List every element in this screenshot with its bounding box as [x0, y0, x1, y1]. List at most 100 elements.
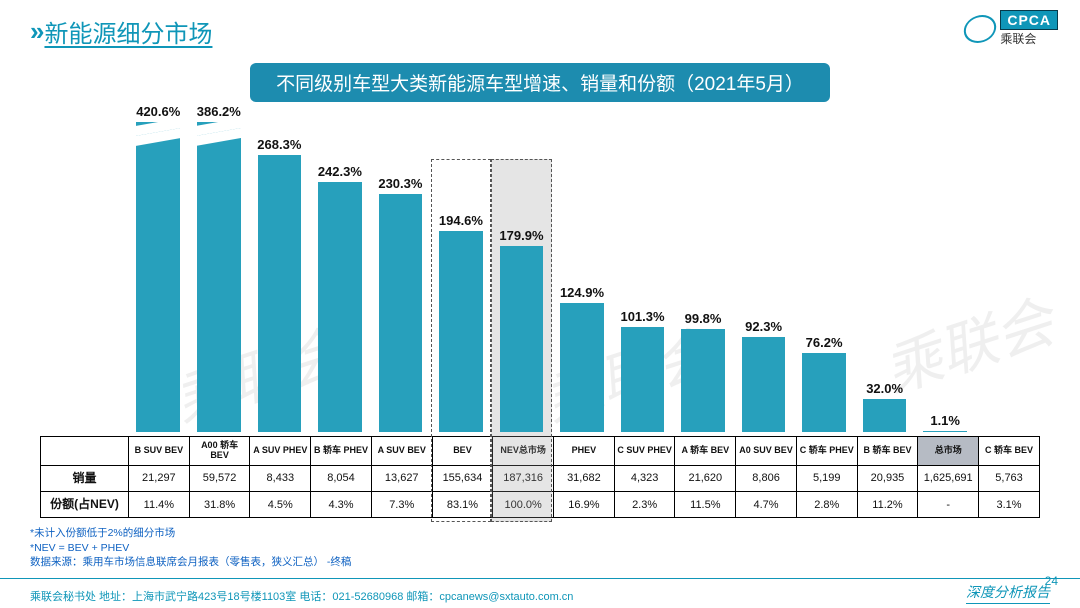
- table-cell: 11.5%: [675, 491, 736, 517]
- table-col-header: C SUV PHEV: [614, 437, 675, 466]
- table-corner: [41, 437, 129, 466]
- table-cell: 5,199: [796, 465, 857, 491]
- table-cell: 3.1%: [979, 491, 1040, 517]
- table-cell: 31,682: [554, 465, 615, 491]
- bar-cell: 194.6%: [431, 122, 492, 432]
- table-cell: 8,433: [250, 465, 311, 491]
- table-cell: 2.8%: [796, 491, 857, 517]
- table-cell: 4.7%: [736, 491, 797, 517]
- bar: 242.3%: [318, 182, 362, 432]
- bar: 420.6%: [136, 122, 180, 432]
- bar-cell: 1.1%: [915, 122, 976, 432]
- table-col-header: B 轿车 PHEV: [311, 437, 372, 466]
- bar-cell: 242.3%: [310, 122, 371, 432]
- table-col-header: A00 轿车 BEV: [189, 437, 250, 466]
- bar-value-label: 242.3%: [309, 164, 370, 179]
- bar-cell: 230.3%: [370, 122, 431, 432]
- table-row-header: 销量: [41, 465, 129, 491]
- bar-value-label: 32.0%: [854, 381, 915, 396]
- bar-value-label: 420.6%: [128, 104, 189, 119]
- bar: 101.3%: [621, 327, 665, 432]
- data-table: B SUV BEVA00 轿车 BEVA SUV PHEVB 轿车 PHEVA …: [40, 436, 1040, 518]
- bar: 179.9%: [500, 246, 544, 432]
- table-cell: 83.1%: [432, 491, 493, 517]
- table-cell: 5,763: [979, 465, 1040, 491]
- chevrons-icon: »: [30, 16, 38, 47]
- bar: 386.2%: [197, 122, 241, 432]
- table-col-header: C 轿车 PHEV: [796, 437, 857, 466]
- bar: 268.3%: [258, 155, 302, 432]
- table-cell: 100.0%: [493, 491, 554, 517]
- bar-value-label: 268.3%: [249, 137, 310, 152]
- bar-cell: 268.3%: [249, 122, 310, 432]
- table-cell: 21,620: [675, 465, 736, 491]
- table-cell: 11.4%: [129, 491, 190, 517]
- table-cell: 1,625,691: [918, 465, 979, 491]
- page-title: 新能源细分市场: [44, 14, 212, 49]
- table-col-header: A SUV BEV: [371, 437, 432, 466]
- bar: 1.1%: [923, 431, 967, 432]
- table-cell: 21,297: [129, 465, 190, 491]
- table-cell: 8,806: [736, 465, 797, 491]
- table-cell: 16.9%: [554, 491, 615, 517]
- bar-cell: [975, 122, 1036, 432]
- bar-cell: 179.9%: [491, 122, 552, 432]
- logo-badge: CPCA: [1000, 10, 1058, 30]
- footer: 乘联会秘书处 地址：上海市武宁路423号18号楼1103室 电话：021-526…: [0, 578, 1080, 608]
- bar-cell: 99.8%: [673, 122, 734, 432]
- note-line: 数据来源：乘用车市场信息联席会月报表（零售表，狭义汇总） -终稿: [30, 555, 351, 570]
- table-cell: 8,054: [311, 465, 372, 491]
- table-col-header: A SUV PHEV: [250, 437, 311, 466]
- bar-cell: 420.6%: [128, 122, 189, 432]
- logo-swirl-icon: [962, 15, 999, 43]
- bar: 194.6%: [439, 231, 483, 432]
- table-cell: 4.5%: [250, 491, 311, 517]
- table-cell: 20,935: [857, 465, 918, 491]
- table-cell: 11.2%: [857, 491, 918, 517]
- table-col-header: PHEV: [554, 437, 615, 466]
- table-col-header: BEV: [432, 437, 493, 466]
- bar-value-label: 99.8%: [673, 311, 734, 326]
- logo-subtext: 乘联会: [1000, 30, 1058, 47]
- table-cell: 4.3%: [311, 491, 372, 517]
- bar-cell: 92.3%: [733, 122, 794, 432]
- bar-cell: 101.3%: [612, 122, 673, 432]
- footer-report-label: 深度分析报告: [966, 582, 1050, 604]
- table-cell: 7.3%: [371, 491, 432, 517]
- bar-value-label: 230.3%: [370, 176, 431, 191]
- bar-cell: 124.9%: [552, 122, 613, 432]
- bar-value-label: 194.6%: [430, 213, 491, 228]
- table-row-header: 份额(占NEV): [41, 491, 129, 517]
- bar-chart: 420.6%386.2%268.3%242.3%230.3%194.6%179.…: [40, 122, 1040, 432]
- bar: 76.2%: [802, 353, 846, 432]
- table-cell: 155,634: [432, 465, 493, 491]
- bar-value-label: 179.9%: [491, 228, 552, 243]
- bar-value-label: 124.9%: [551, 285, 612, 300]
- bar-value-label: 101.3%: [612, 309, 673, 324]
- bar-value-label: 1.1%: [915, 413, 976, 428]
- bar-value-label: 92.3%: [733, 319, 794, 334]
- bar: 230.3%: [379, 194, 423, 432]
- table-cell: 13,627: [371, 465, 432, 491]
- footnotes: *未计入份额低于2%的细分市场 *NEV = BEV + PHEV 数据来源：乘…: [30, 526, 351, 570]
- bar: 124.9%: [560, 303, 604, 432]
- note-line: *未计入份额低于2%的细分市场: [30, 526, 351, 541]
- table-cell: 59,572: [189, 465, 250, 491]
- logo: CPCA 乘联会: [964, 10, 1058, 47]
- table-cell: 31.8%: [189, 491, 250, 517]
- bar-cell: 32.0%: [854, 122, 915, 432]
- table-cell: 187,316: [493, 465, 554, 491]
- bar: 99.8%: [681, 329, 725, 432]
- note-line: *NEV = BEV + PHEV: [30, 541, 351, 556]
- table-col-header: A 轿车 BEV: [675, 437, 736, 466]
- table-col-header: C 轿车 BEV: [979, 437, 1040, 466]
- chart-title: 不同级别车型大类新能源车型增速、销量和份额（2021年5月）: [250, 63, 830, 102]
- table-col-header: 总市场: [918, 437, 979, 466]
- table-col-header: NEV总市场: [493, 437, 554, 466]
- table-cell: 2.3%: [614, 491, 675, 517]
- bar-cell: 76.2%: [794, 122, 855, 432]
- bar: 32.0%: [863, 399, 907, 432]
- table-cell: -: [918, 491, 979, 517]
- bar-value-label: 76.2%: [794, 335, 855, 350]
- bar-value-label: 386.2%: [188, 104, 249, 119]
